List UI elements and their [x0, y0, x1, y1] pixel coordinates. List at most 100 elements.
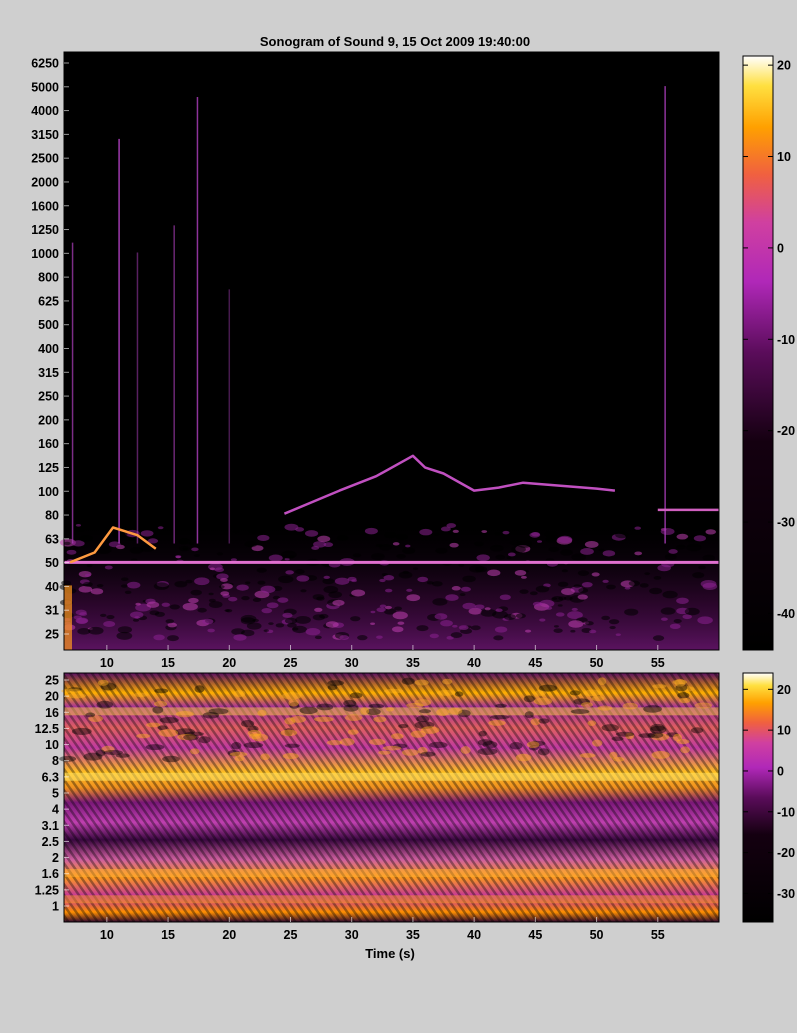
energy-blotch [347, 729, 359, 735]
noise-speckle [334, 577, 350, 585]
bottom-colorbar-tick-label: -10 [777, 805, 795, 819]
bottom-colorbar-tick-label: -30 [777, 887, 795, 901]
noise-speckle [519, 589, 529, 594]
energy-blotch [162, 755, 180, 763]
energy-blotch [410, 730, 426, 738]
top-y-axis: 25 31 40 50 63 80 100 125 160 200 250 315 400 500 625 8… [31, 57, 69, 642]
noise-speckle [664, 553, 677, 560]
noise-speckle [446, 635, 454, 640]
noise-speckle [608, 619, 620, 625]
noise-speckle [571, 607, 578, 611]
noise-speckle [591, 572, 600, 577]
noise-speckle [615, 633, 621, 636]
top-x-tick-label: 20 [222, 656, 236, 670]
energy-blotch [436, 689, 455, 696]
noise-speckle [660, 607, 676, 615]
noise-speckle [72, 540, 85, 547]
noise-speckle [178, 538, 192, 545]
noise-speckle [561, 569, 569, 573]
top-y-tick-label: 25 [45, 628, 59, 642]
energy-blotch [488, 720, 506, 726]
noise-speckle [520, 575, 527, 579]
noise-speckle [639, 583, 649, 588]
noise-speckle [376, 607, 386, 613]
noise-speckle [323, 542, 334, 548]
energy-blotch [489, 714, 510, 720]
energy-blotch [157, 725, 168, 731]
top-x-tick-label: 10 [100, 656, 114, 670]
bottom-y-tick-label: 10 [45, 738, 59, 752]
energy-blotch [477, 739, 493, 746]
noise-speckle [560, 549, 573, 556]
noise-speckle [140, 530, 154, 537]
noise-speckle [673, 619, 682, 624]
noise-speckle [553, 625, 559, 628]
noise-speckle [192, 523, 208, 531]
energy-blotch [366, 708, 381, 716]
energy-blotch [515, 753, 532, 762]
noise-speckle [462, 575, 476, 583]
energy-blotch [85, 712, 96, 718]
energy-blotch [530, 718, 541, 726]
noise-speckle [135, 602, 141, 606]
noise-speckle [252, 597, 262, 603]
energy-blotch [229, 751, 248, 757]
noise-speckle [585, 621, 594, 626]
noise-speckle [539, 618, 546, 622]
noise-speckle [557, 604, 563, 607]
energy-blotch [650, 733, 670, 741]
energy-blotch [477, 748, 498, 756]
noise-speckle [202, 618, 214, 625]
noise-speckle [644, 572, 651, 576]
noise-speckle [266, 602, 279, 609]
noise-speckle [304, 530, 319, 537]
bottom-x-tick-label: 20 [222, 928, 236, 942]
noise-speckle [208, 601, 223, 608]
energy-blotch [243, 742, 264, 749]
energy-blotch [597, 677, 607, 686]
noise-speckle [692, 572, 705, 579]
energy-blotch [509, 742, 523, 750]
noise-speckle [462, 602, 476, 610]
bottom-spectrogram [59, 672, 720, 923]
noise-speckle [220, 578, 228, 582]
bottom-colorbar-tick-label: -20 [777, 846, 795, 860]
noise-speckle [385, 588, 393, 593]
noise-speckle [76, 618, 88, 624]
noise-speckle [284, 523, 299, 531]
top-colorbar-tick-label: -10 [777, 333, 795, 347]
noise-speckle [225, 608, 233, 613]
top-y-tick-label: 40 [45, 580, 59, 594]
bottom-x-tick-label: 25 [284, 928, 298, 942]
noise-speckle [165, 619, 175, 624]
energy-blotch [289, 701, 300, 709]
noise-speckle [580, 548, 594, 555]
noise-speckle [108, 541, 121, 548]
noise-speckle [313, 541, 327, 548]
bottom-y-tick-label: 1.25 [35, 883, 59, 897]
noise-speckle [233, 634, 247, 641]
bottom-y-tick-label: 1 [52, 900, 59, 914]
energy-blotch [597, 705, 613, 711]
bottom-x-axis: 10 15 20 25 30 35 40 45 50 55 [100, 917, 665, 942]
noise-speckle [460, 586, 471, 592]
top-y-tick-label: 100 [38, 485, 59, 499]
bottom-y-tick-label: 1.6 [42, 867, 59, 881]
bottom-x-tick-label: 50 [590, 928, 604, 942]
noise-speckle [383, 575, 395, 581]
energy-blotch [676, 738, 690, 745]
noise-speckle [551, 596, 564, 603]
energy-blotch [360, 707, 370, 715]
noise-speckle [268, 622, 274, 626]
noise-speckle [490, 544, 504, 552]
top-y-tick-label: 50 [45, 556, 59, 570]
noise-speckle [669, 623, 681, 630]
noise-speckle [653, 575, 662, 580]
noise-speckle [577, 594, 588, 600]
bottom-y-tick-label: 20 [45, 690, 59, 704]
noise-speckle [82, 581, 93, 587]
noise-speckle [557, 581, 569, 587]
noise-speckle [178, 545, 190, 552]
energy-blotch [158, 729, 179, 737]
energy-blotch [183, 734, 199, 741]
